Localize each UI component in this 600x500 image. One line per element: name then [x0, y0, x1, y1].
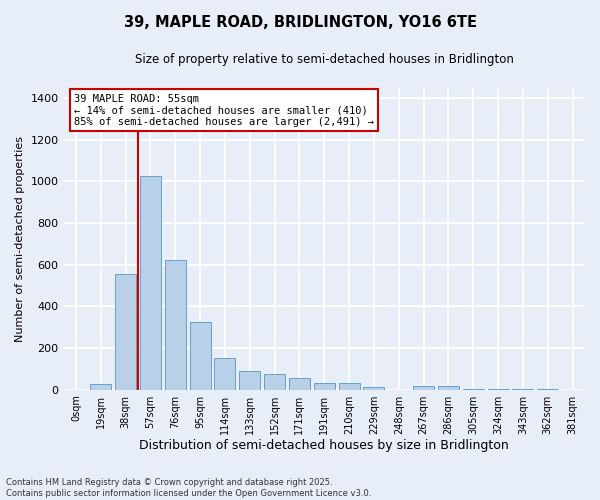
Bar: [115, 274, 136, 390]
Bar: [338, 384, 359, 390]
Bar: [90, 384, 112, 390]
Bar: [537, 388, 559, 390]
Bar: [264, 374, 285, 390]
Text: 39, MAPLE ROAD, BRIDLINGTON, YO16 6TE: 39, MAPLE ROAD, BRIDLINGTON, YO16 6TE: [124, 15, 476, 30]
Bar: [488, 388, 509, 390]
Text: 39 MAPLE ROAD: 55sqm
← 14% of semi-detached houses are smaller (410)
85% of semi: 39 MAPLE ROAD: 55sqm ← 14% of semi-detac…: [74, 94, 374, 126]
Bar: [214, 358, 235, 390]
Bar: [438, 386, 459, 390]
Bar: [364, 386, 385, 390]
Bar: [239, 371, 260, 390]
Bar: [512, 388, 533, 390]
X-axis label: Distribution of semi-detached houses by size in Bridlington: Distribution of semi-detached houses by …: [139, 440, 509, 452]
Bar: [140, 176, 161, 390]
Text: Contains HM Land Registry data © Crown copyright and database right 2025.
Contai: Contains HM Land Registry data © Crown c…: [6, 478, 371, 498]
Bar: [289, 378, 310, 390]
Y-axis label: Number of semi-detached properties: Number of semi-detached properties: [15, 136, 25, 342]
Bar: [413, 386, 434, 390]
Title: Size of property relative to semi-detached houses in Bridlington: Size of property relative to semi-detach…: [135, 52, 514, 66]
Bar: [314, 384, 335, 390]
Bar: [165, 260, 186, 390]
Bar: [190, 322, 211, 390]
Bar: [463, 388, 484, 390]
